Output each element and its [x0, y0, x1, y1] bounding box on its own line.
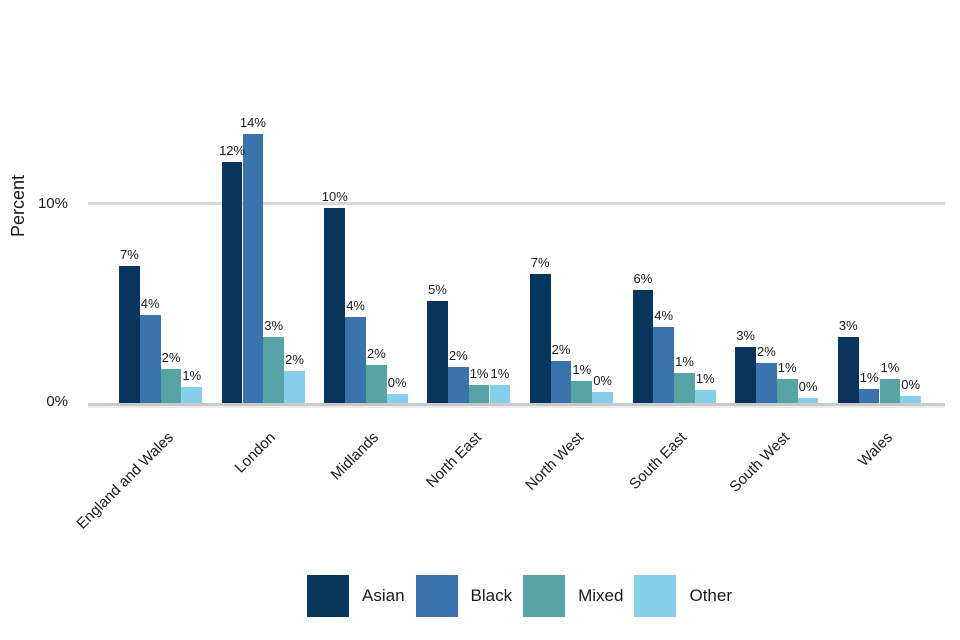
gridline-10pct [88, 202, 945, 205]
legend-swatch-mixed [523, 574, 566, 617]
bar-other-england-and-wales [181, 386, 203, 403]
bar-other-north-west [592, 391, 613, 403]
bar-black-midlands [345, 316, 366, 403]
x-tick-south-west: South West [726, 429, 793, 496]
legend-item-black: Black [415, 574, 513, 617]
bar-mixed-south-west [776, 378, 798, 403]
bar-other-london [284, 370, 305, 403]
legend-item-mixed: Mixed [523, 574, 623, 617]
bar-asian-south-west [735, 346, 756, 403]
x-tick-london: London [231, 429, 280, 477]
bar-value-label-asian-north-west: 7% [530, 255, 550, 271]
bar-other-south-east [694, 389, 716, 403]
x-tick-midlands: Midlands [327, 429, 383, 484]
bar-black-north-west [550, 360, 572, 403]
legend-label-other: Other [689, 586, 732, 605]
bar-value-label-black-north-west: 2% [551, 341, 571, 357]
bar-value-label-mixed-south-west: 1% [777, 359, 797, 375]
bar-value-label-other-south-west: 0% [798, 379, 818, 394]
bar-asian-england-and-wales [119, 266, 140, 403]
x-axis-line-shadow [88, 406, 945, 408]
bar-value-label-asian-wales: 3% [838, 317, 858, 333]
bar-mixed-south-east [674, 372, 695, 404]
legend: Asian Black Mixed Other [307, 574, 743, 617]
bar-asian-north-west [529, 274, 551, 403]
y-axis-tick-10pct: 10% [37, 195, 68, 212]
bar-value-label-asian-north-east: 5% [428, 281, 447, 297]
bar-value-label-black-midlands: 4% [346, 297, 365, 313]
bar-value-label-black-south-west: 2% [756, 343, 776, 359]
bar-value-label-mixed-wales: 1% [880, 359, 900, 375]
legend-item-other: Other [634, 574, 732, 617]
bar-value-label-mixed-north-west: 1% [572, 361, 592, 377]
x-tick-north-east: North East [422, 429, 485, 492]
bar-mixed-england-and-wales [160, 368, 182, 403]
bar-black-south-west [756, 362, 777, 403]
bar-black-north-east [447, 366, 469, 403]
bar-asian-south-east [632, 290, 654, 403]
legend-swatch-black [415, 574, 458, 617]
bar-other-midlands [386, 394, 408, 403]
legend-label-asian: Asian [362, 586, 405, 605]
bar-black-wales [858, 388, 880, 403]
bar-value-label-asian-south-east: 6% [633, 271, 653, 287]
bar-value-label-other-wales: 0% [901, 377, 921, 392]
bar-other-north-east [489, 384, 511, 403]
x-tick-wales: Wales [854, 429, 896, 471]
bar-value-label-other-north-west: 0% [593, 372, 612, 388]
bar-mixed-north-east [468, 384, 490, 403]
bar-mixed-midlands [366, 364, 387, 403]
bar-value-label-mixed-north-east: 1% [469, 365, 489, 381]
x-tick-south-east: South East [626, 429, 691, 493]
bar-value-label-black-north-east: 2% [448, 347, 468, 363]
x-tick-north-west: North West [522, 429, 588, 494]
bar-mixed-north-west [571, 380, 593, 403]
bar-black-london [242, 133, 264, 403]
bar-value-label-asian-midlands: 10% [321, 189, 348, 204]
legend-swatch-other [634, 574, 677, 617]
bar-value-label-mixed-south-east: 1% [675, 353, 694, 369]
bar-value-label-black-south-east: 4% [654, 307, 674, 323]
bar-asian-midlands [324, 208, 346, 403]
bar-value-label-mixed-england-and-wales: 2% [161, 349, 181, 365]
bar-value-label-black-london: 14% [239, 114, 266, 130]
bar-value-label-asian-london: 12% [219, 142, 246, 158]
bar-other-south-west [797, 398, 819, 403]
legend-item-asian: Asian [307, 574, 405, 617]
bar-value-label-asian-england-and-wales: 7% [119, 247, 139, 263]
x-tick-england-and-wales: England and Wales [73, 429, 177, 533]
x-axis-line [88, 403, 945, 406]
bar-other-wales [900, 396, 922, 403]
bar-value-label-other-midlands: 0% [387, 375, 407, 390]
bar-asian-london [221, 161, 243, 403]
bar-asian-north-east [427, 300, 448, 403]
legend-label-black: Black [470, 586, 513, 605]
bar-value-label-other-london: 2% [285, 351, 304, 367]
bar-black-england-and-wales [139, 314, 161, 403]
bar-black-south-east [653, 326, 675, 403]
bar-value-label-mixed-london: 3% [264, 317, 284, 333]
bar-value-label-black-wales: 1% [859, 369, 879, 385]
legend-swatch-asian [307, 574, 349, 617]
y-axis-tick-0pct: 0% [46, 393, 68, 410]
bar-value-label-other-north-east: 1% [490, 365, 510, 381]
bar-value-label-asian-south-west: 3% [736, 327, 755, 343]
bar-mixed-london [263, 336, 285, 403]
bar-value-label-other-south-east: 1% [695, 370, 715, 386]
bar-value-label-mixed-midlands: 2% [366, 345, 386, 361]
bar-asian-wales [837, 336, 859, 403]
legend-label-mixed: Mixed [578, 586, 624, 605]
bar-value-label-other-england-and-wales: 1% [182, 367, 202, 383]
bar-value-label-black-england-and-wales: 4% [140, 295, 160, 311]
bar-mixed-wales [879, 378, 901, 403]
